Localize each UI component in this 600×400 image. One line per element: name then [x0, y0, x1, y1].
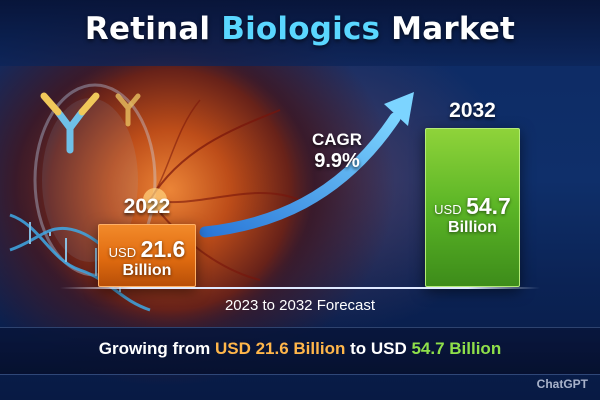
- cagr-value: 9.9%: [314, 150, 360, 172]
- data-label-unit: Billion: [122, 262, 172, 280]
- data-label-2032: USD 54.7 Billion: [425, 192, 520, 237]
- summary-band: [0, 327, 600, 375]
- page-title: Retinal Biologics Market: [0, 11, 600, 47]
- chart-baseline: [60, 287, 540, 289]
- data-label-unit: Billion: [448, 218, 497, 236]
- watermark: ChatGPT: [536, 377, 588, 391]
- title-part-2: Market: [380, 11, 516, 47]
- data-label-currency: USD: [434, 201, 462, 217]
- summary-to-value: 54.7 Billion: [411, 339, 502, 358]
- bar-2022: [98, 224, 196, 287]
- x-tick-label-2022: 2022: [123, 195, 171, 219]
- forecast-label: 2023 to 2032 Forecast: [224, 297, 376, 314]
- antibody-icon: [40, 92, 141, 154]
- bar-2032: [425, 128, 520, 287]
- data-label-value: 21.6: [140, 235, 186, 262]
- x-tick-label-2032: 2032: [449, 99, 496, 123]
- data-label-value: 54.7: [466, 192, 511, 219]
- title-band: [0, 0, 600, 66]
- summary-to-word: to USD: [345, 339, 412, 358]
- summary-from-word: from: [172, 339, 215, 358]
- title-part-1: Retinal: [84, 11, 222, 47]
- summary-lead: Growing: [98, 339, 173, 358]
- cagr-annotation: CAGR 9.9%: [300, 130, 374, 173]
- data-label-currency: USD: [108, 244, 137, 260]
- cagr-label: CAGR: [311, 130, 363, 149]
- title-accent: Biologics: [221, 11, 381, 47]
- eye-illustration: [20, 40, 320, 340]
- summary-from-value: USD 21.6 Billion: [214, 339, 346, 358]
- data-label-2022: USD 21.6 Billion: [98, 235, 196, 280]
- summary-text: Growing from USD 21.6 Billion to USD 54.…: [0, 339, 600, 359]
